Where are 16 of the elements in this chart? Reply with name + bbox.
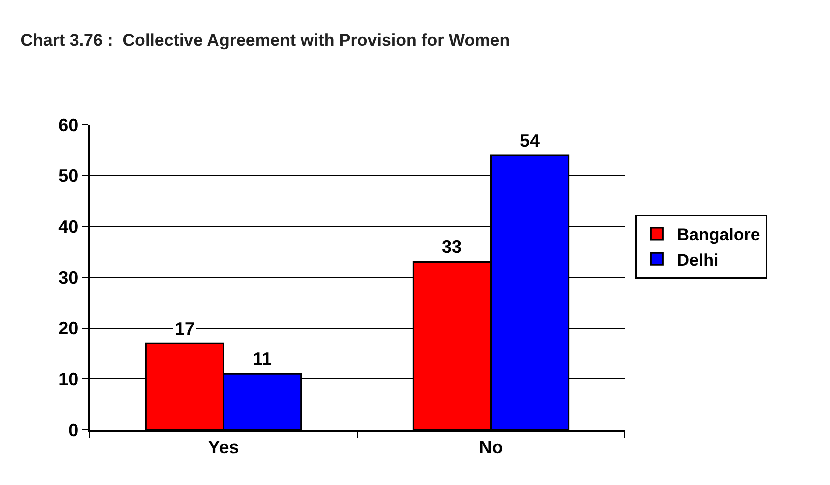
- data-label: 17: [175, 319, 196, 339]
- y-tick-label: 40: [58, 216, 79, 237]
- y-tick-label: 50: [58, 166, 79, 186]
- y-tick-label: 20: [58, 318, 79, 339]
- y-tick-label: 30: [58, 268, 79, 288]
- chart-title: Chart 3.76 : Collective Agreement with Provision for Women: [20, 30, 510, 50]
- y-tick-label: 0: [68, 420, 79, 440]
- data-label: 11: [253, 349, 272, 369]
- data-label: 33: [442, 237, 462, 257]
- data-label: 54: [520, 131, 540, 151]
- y-tick-label: 60: [58, 115, 79, 136]
- x-tick-label: No: [479, 437, 504, 458]
- legend-label: Delhi: [677, 250, 719, 270]
- legend-label: Bangalore: [677, 226, 760, 245]
- y-tick-label: 10: [58, 369, 79, 390]
- x-tick-label: Yes: [208, 437, 240, 458]
